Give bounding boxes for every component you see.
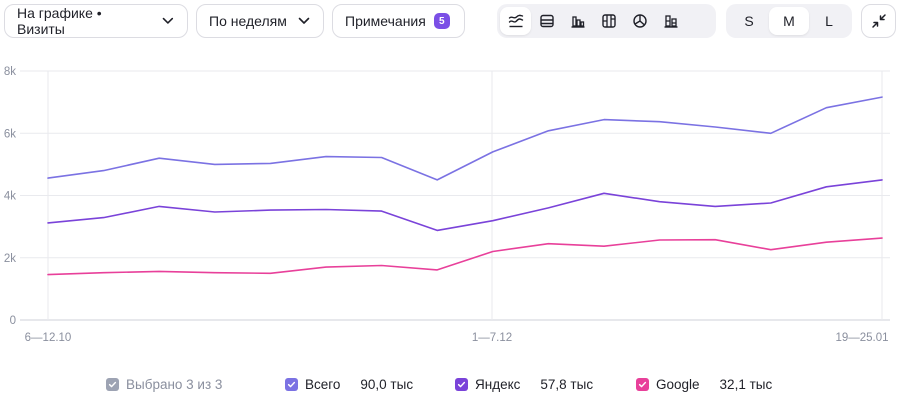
size-m-label: M: [783, 13, 795, 29]
size-s-label: S: [744, 13, 754, 29]
chart-type-smooth-line[interactable]: [500, 7, 531, 35]
pie-chart-icon: [632, 14, 647, 28]
size-l-label: L: [825, 13, 833, 29]
legend-item-google[interactable]: Google 32,1 тыс: [636, 374, 772, 394]
legend-series-name: Google: [656, 376, 700, 392]
notes-button[interactable]: Примечания 5: [332, 4, 465, 38]
x-tick-label: 1—7.12: [472, 332, 512, 344]
legend-series-name: Всего: [305, 376, 341, 392]
series-line-google: [47, 237, 883, 276]
legend-series-name: Яндекс: [475, 376, 521, 392]
stacked-area-chart-icon: [539, 14, 554, 28]
x-tick-label: 6—12.10: [25, 332, 72, 344]
period-dropdown-label: По неделям: [209, 13, 287, 29]
period-dropdown[interactable]: По неделям: [196, 4, 324, 38]
legend-series-value: 57,8 тыс: [540, 376, 594, 392]
metric-dropdown-label: На графике • Визиты: [17, 5, 102, 37]
chart-type-switcher: [497, 4, 716, 38]
size-m-button[interactable]: M: [769, 7, 809, 35]
series-line-yandex: [47, 179, 883, 232]
collapse-icon: [871, 14, 886, 28]
chart-type-pie[interactable]: [624, 7, 655, 35]
collapse-button[interactable]: [861, 4, 896, 38]
legend-series-value: 32,1 тыс: [719, 376, 773, 392]
notes-count-badge: 5: [433, 13, 450, 29]
chart-type-column[interactable]: [593, 7, 624, 35]
legend-item-total[interactable]: Всего 90,0 тыс: [285, 374, 413, 394]
chart-type-bar[interactable]: [562, 7, 593, 35]
series-line-total: [47, 96, 883, 181]
checkbox-checked-icon: [455, 377, 468, 391]
y-tick-label: 8k: [4, 66, 16, 78]
legend-item-yandex[interactable]: Яндекс 57,8 тыс: [455, 374, 593, 394]
chart-type-stacked-bar[interactable]: [655, 7, 686, 35]
legend: Выбрано 3 из 3 Всего 90,0 тыс Яндекс 57,…: [0, 374, 908, 394]
size-s-button[interactable]: S: [729, 7, 769, 35]
bar-chart-icon: [571, 16, 584, 28]
checkbox-checked-icon: [636, 377, 649, 391]
x-tick-label: 19—25.01: [835, 332, 888, 344]
y-tick-label: 4k: [4, 191, 16, 203]
metric-dropdown[interactable]: На графике • Визиты: [4, 4, 188, 38]
smooth-line-chart-icon: [508, 14, 523, 28]
visits-line-chart: 0 2k 4k 6k 8k 6—12.10 1—7.12 19—25.01: [4, 66, 890, 344]
checkbox-checked-icon: [106, 377, 119, 391]
legend-selected-label: Выбрано 3 из 3: [126, 376, 223, 392]
checkbox-checked-icon: [285, 377, 298, 391]
stacked-bar-chart-icon: [664, 15, 677, 28]
size-l-button[interactable]: L: [809, 7, 849, 35]
notes-label: Примечания: [345, 13, 426, 29]
y-tick-label: 6k: [4, 128, 16, 140]
legend-series-value: 90,0 тыс: [360, 376, 414, 392]
column-chart-icon: [601, 14, 616, 28]
y-tick-label: 2k: [4, 253, 16, 265]
chevron-down-icon: [298, 17, 310, 24]
chart-type-stacked-area[interactable]: [531, 7, 562, 35]
legend-select-all[interactable]: Выбрано 3 из 3: [106, 374, 222, 394]
size-switcher: S M L: [726, 4, 852, 38]
toolbar: На графике • Визиты По неделям Примечани…: [0, 0, 908, 44]
y-tick-label: 0: [10, 315, 16, 327]
chevron-down-icon: [162, 17, 174, 24]
